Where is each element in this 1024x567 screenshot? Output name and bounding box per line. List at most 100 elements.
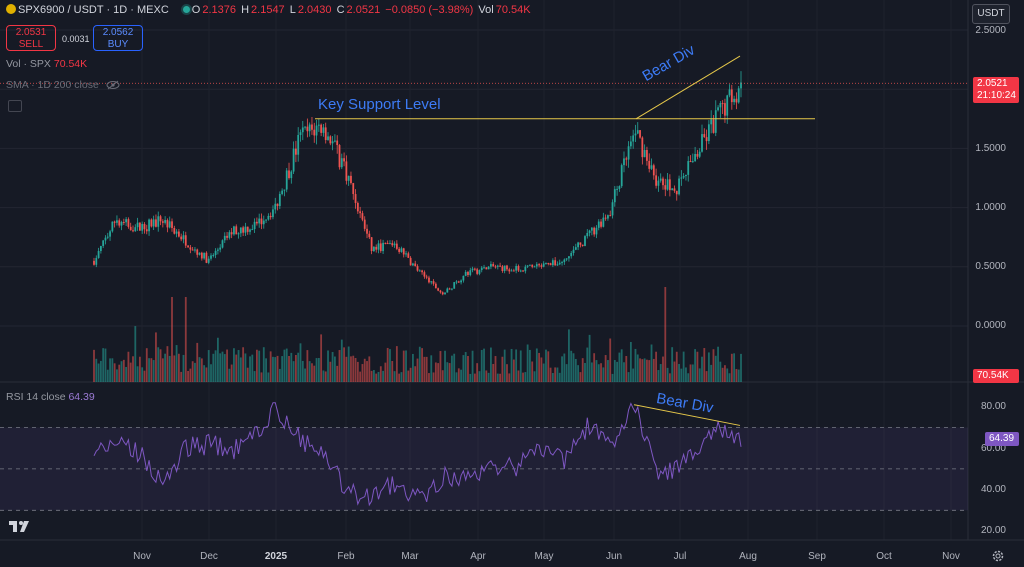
candle-body <box>680 177 683 179</box>
volume-bar <box>675 351 678 382</box>
candle-body <box>402 248 405 255</box>
time-tick: 2025 <box>264 551 288 562</box>
volume-bar <box>701 356 703 382</box>
candle-body <box>418 270 421 272</box>
candle-body <box>634 133 637 136</box>
volume-bar <box>136 366 139 382</box>
volume-bar <box>308 361 311 382</box>
volume-bar <box>705 371 708 382</box>
candle-body <box>182 235 185 240</box>
volume-tag: 70.54K <box>973 369 1019 383</box>
candle-body <box>184 235 187 246</box>
candle-body <box>473 268 476 270</box>
rsi-legend[interactable]: RSI 14 close 64.39 <box>6 391 95 403</box>
volume-bar <box>425 356 428 382</box>
volume-bar <box>494 356 497 382</box>
candle-body <box>581 244 584 246</box>
candle-body <box>485 267 488 270</box>
volume-bar <box>377 371 380 382</box>
price-tick: 2.5000 <box>975 25 1006 36</box>
volume-bar <box>455 372 458 382</box>
volume-bar <box>501 356 504 382</box>
candle-body <box>584 236 586 246</box>
candle-body <box>730 89 733 103</box>
buy-button[interactable]: 2.0562 BUY <box>93 25 143 51</box>
volume-bar <box>453 353 456 382</box>
volume-bar <box>141 367 144 382</box>
volume-bar <box>212 353 215 382</box>
volume-bar <box>721 367 724 382</box>
volume-bar <box>113 363 116 382</box>
volume-bar <box>132 356 134 382</box>
buy-label: BUY <box>107 39 129 50</box>
volume-bar <box>258 350 261 382</box>
change-value: −0.0850 (−3.98%) <box>385 4 474 16</box>
close-value: 2.0521 <box>346 4 381 16</box>
volume-bar <box>120 361 123 382</box>
volume-bar <box>356 361 359 382</box>
volume-bar <box>522 372 524 382</box>
sell-button[interactable]: 2.0531 SELL <box>6 25 56 51</box>
volume-bar <box>441 370 444 382</box>
collapse-legend-button[interactable] <box>8 100 22 112</box>
candle-body <box>678 178 680 195</box>
candle-body <box>506 265 508 270</box>
volume-bar <box>317 358 320 382</box>
candle-body <box>421 270 423 273</box>
volume-bar <box>253 371 256 382</box>
settings-gear-icon[interactable] <box>991 549 1005 563</box>
candle-body <box>313 129 316 136</box>
candle-body <box>492 264 495 267</box>
volume-bar <box>267 372 270 382</box>
candle-body <box>636 130 639 134</box>
candle-body <box>551 260 554 266</box>
candle-body <box>97 250 100 258</box>
candle-body <box>366 228 368 234</box>
candle-body <box>352 183 355 195</box>
candle-body <box>453 282 456 289</box>
volume-bar <box>719 361 722 382</box>
volume-bar <box>616 361 619 382</box>
candle-body <box>439 290 442 293</box>
volume-bar <box>613 360 616 382</box>
volume-legend[interactable]: Vol · SPX 70.54K <box>6 58 87 70</box>
volume-bar <box>159 349 162 382</box>
candle-body <box>379 243 382 252</box>
volume-bar <box>572 353 575 382</box>
volume-bar <box>490 347 492 382</box>
candle-body <box>177 231 180 237</box>
candle-body <box>671 188 674 191</box>
candle-body <box>125 219 128 223</box>
volume-bar <box>600 363 602 382</box>
volume-bar <box>235 354 238 382</box>
sma-legend[interactable]: SMA · 1D 200 close <box>6 79 120 91</box>
candle-body <box>462 275 465 281</box>
candle-body <box>221 240 224 248</box>
support-annotation-text[interactable]: Key Support Level <box>318 96 441 113</box>
candle-body <box>203 252 206 259</box>
symbol-title[interactable]: SPX6900 / USDT · 1D · MEXC <box>18 4 169 16</box>
candle-body <box>414 263 417 267</box>
candle-body <box>712 119 715 133</box>
open-label: O <box>191 4 201 16</box>
candle-body <box>382 242 384 252</box>
currency-button[interactable]: USDT <box>972 4 1010 24</box>
candle-body <box>239 227 242 234</box>
candle-body <box>641 137 644 158</box>
tradingview-logo-icon[interactable] <box>8 519 34 533</box>
candle-body <box>391 243 394 246</box>
candle-body <box>643 149 646 158</box>
candle-body <box>529 264 531 266</box>
volume-bar <box>148 358 150 382</box>
volume-bar <box>554 367 557 382</box>
volume-bar <box>707 352 710 382</box>
candle-body <box>161 221 164 223</box>
volume-bar <box>648 360 651 382</box>
candle-body <box>343 158 345 162</box>
candle-body <box>629 141 632 147</box>
volume-bar <box>551 373 554 382</box>
candle-body <box>242 227 245 233</box>
hidden-eye-icon[interactable] <box>106 80 120 90</box>
volume-bar <box>391 361 394 382</box>
